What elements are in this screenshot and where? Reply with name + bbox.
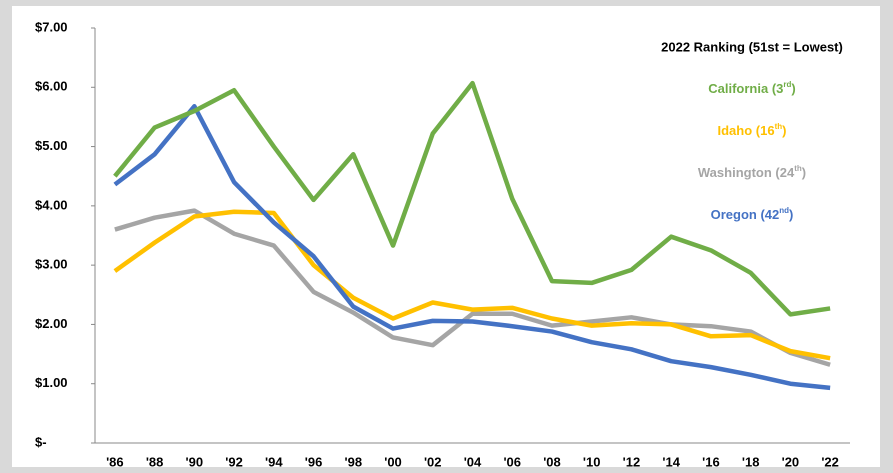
x-tick-label: '06 [503,454,521,469]
y-tick-label: $- [35,434,47,449]
x-tick-label: '02 [424,454,442,469]
y-tick-label: $6.00 [35,79,68,94]
series-line [113,104,831,391]
x-tick-label: '18 [742,454,760,469]
x-tick-label: '14 [662,454,680,469]
series-line [113,80,831,317]
x-tick-label: '94 [265,454,283,469]
y-tick-label: $5.00 [35,138,68,153]
x-tick-label: '90 [186,454,204,469]
x-tick-label: '00 [384,454,402,469]
x-tick-label: '08 [543,454,561,469]
x-tick-label: '88 [146,454,164,469]
x-tick-label: '98 [345,454,363,469]
y-tick-label: $7.00 [35,19,68,34]
x-tick-label: '20 [782,454,800,469]
legend-entry: Washington (24th) [698,164,806,180]
x-tick-label: '12 [623,454,641,469]
chart-area [12,6,880,467]
x-tick-label: '92 [225,454,243,469]
y-tick-label: $4.00 [35,197,68,212]
y-tick-label: $3.00 [35,257,68,272]
x-tick-label: '16 [702,454,720,469]
x-tick-label: '86 [106,454,124,469]
series-line [114,208,831,367]
x-tick-label: '96 [305,454,323,469]
legend-title: 2022 Ranking (51st = Lowest) [661,39,843,54]
legend-entry: Oregon (42nd) [711,206,794,222]
x-tick-label: '10 [583,454,601,469]
x-tick-label: '22 [821,454,839,469]
y-tick-label: $2.00 [35,316,68,331]
legend-entry: California (3rd) [708,80,795,96]
y-tick-label: $1.00 [35,375,68,390]
series-line [113,209,831,361]
legend-entry: Idaho (16th) [718,122,787,138]
x-tick-label: '04 [464,454,482,469]
